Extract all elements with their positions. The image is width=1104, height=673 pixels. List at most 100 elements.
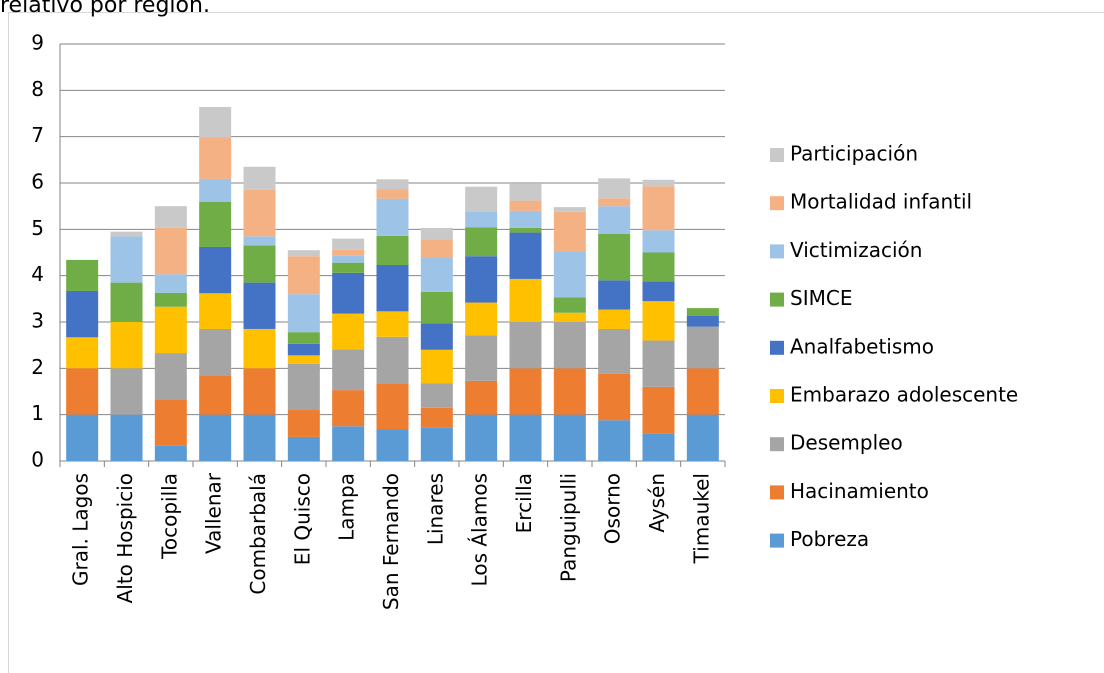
bar-segment [686, 315, 719, 327]
bar-segment [243, 282, 276, 329]
bar-segment [66, 259, 99, 291]
bar-segment [154, 274, 187, 293]
bar-segment [287, 332, 320, 344]
bar-segment [287, 363, 320, 411]
bar-segment [376, 189, 409, 199]
bar-segment [243, 245, 276, 283]
x-tick-label: Panguipulli [556, 473, 580, 582]
bar-segment [598, 178, 631, 199]
bar-segment [686, 368, 719, 415]
bar-segment [376, 311, 409, 337]
bar-segment [199, 178, 232, 202]
bar-segment [598, 309, 631, 329]
bar-segment [243, 328, 276, 369]
bar-segment [243, 236, 276, 246]
x-tick-label: Osorno [601, 473, 625, 544]
legend-swatch [770, 148, 784, 162]
bar-segment [686, 326, 719, 369]
bar-segment [598, 373, 631, 421]
legend-label: Victimización [790, 238, 922, 262]
bar-segment [509, 227, 542, 233]
bar-segment [465, 414, 498, 461]
bar-segment [686, 308, 719, 316]
legend-swatch [770, 292, 784, 307]
x-tick-label: Linares [423, 473, 447, 545]
bar-segment [420, 349, 453, 384]
x-tick-label: Tocopilla [157, 473, 181, 560]
bar-segment [110, 414, 143, 461]
x-tick-label: Aysén [645, 473, 669, 533]
bar-segment [642, 281, 675, 302]
bar-segment [66, 414, 99, 461]
bar-segment [509, 368, 542, 415]
y-tick-label: 8 [31, 77, 44, 101]
bar-segment [509, 322, 542, 369]
bar-segment [598, 280, 631, 310]
bar-segment [686, 414, 719, 461]
bar-segment [509, 183, 542, 201]
bar-segment [465, 227, 498, 257]
bar-segment [553, 312, 586, 322]
bar-segment [110, 231, 143, 237]
x-tick-label: Alto Hospicio [113, 473, 137, 603]
bar-segment [154, 353, 187, 400]
bar-segment [420, 427, 453, 461]
bar-segment [243, 368, 276, 415]
legend-label: Analfabetismo [790, 334, 934, 358]
bar-segment [332, 262, 365, 273]
bar-segment [154, 306, 187, 354]
bar-segment [465, 211, 498, 228]
bar-segment [598, 420, 631, 461]
bar-segment [332, 238, 365, 250]
x-tick-label: Los Álamos [468, 473, 492, 586]
legend-label: Hacinamiento [790, 479, 929, 503]
bar-segment [332, 255, 365, 263]
legend-label: Embarazo adolescente [790, 383, 1018, 407]
legend-swatch [770, 244, 784, 259]
bar-segment [154, 206, 187, 228]
x-tick-label: Ercilla [512, 473, 536, 533]
bar-segment [553, 414, 586, 461]
x-tick-label: El Quisco [290, 473, 314, 565]
bar-segment [154, 445, 187, 461]
bar-segment [199, 246, 232, 294]
bar-segment [642, 301, 675, 341]
legend-label: Participación [790, 142, 918, 166]
bar-segment [199, 137, 232, 179]
bar-segment [110, 236, 143, 283]
bar-segment [332, 249, 365, 256]
bar-segment [199, 107, 232, 138]
bar-segment [553, 251, 586, 298]
bar-segment [420, 291, 453, 324]
legend-label: Pobreza [790, 527, 869, 551]
bar-segment [287, 436, 320, 461]
y-tick-label: 1 [31, 401, 44, 425]
legend-swatch [770, 196, 784, 211]
x-tick-label: Vallenar [202, 472, 226, 554]
y-tick-label: 7 [31, 123, 44, 147]
bar-segment [287, 294, 320, 333]
bar-segment [154, 227, 187, 275]
bar-segment [332, 390, 365, 427]
x-tick-label: San Fernando [379, 473, 403, 610]
bar-segment [509, 232, 542, 279]
bar-segment [199, 201, 232, 247]
legend-label: SIMCE [790, 286, 852, 310]
bar-segment [110, 282, 143, 322]
bar-segment [154, 399, 187, 446]
x-tick-label: Gral. Lagos [69, 473, 93, 586]
bar-segment [154, 292, 187, 307]
y-tick-label: 3 [31, 309, 44, 333]
legend-swatch [770, 485, 784, 500]
bar-segment [465, 302, 498, 336]
bar-segment [66, 290, 99, 338]
bar-segment [376, 336, 409, 384]
bar-segment [642, 252, 675, 282]
bar-segment [376, 179, 409, 190]
bar-segment [332, 349, 365, 391]
bar-segment [376, 198, 409, 236]
bar-segment [642, 433, 675, 461]
bar-segment [199, 328, 232, 376]
y-tick-label: 9 [31, 31, 44, 55]
bar-segment [243, 414, 276, 461]
